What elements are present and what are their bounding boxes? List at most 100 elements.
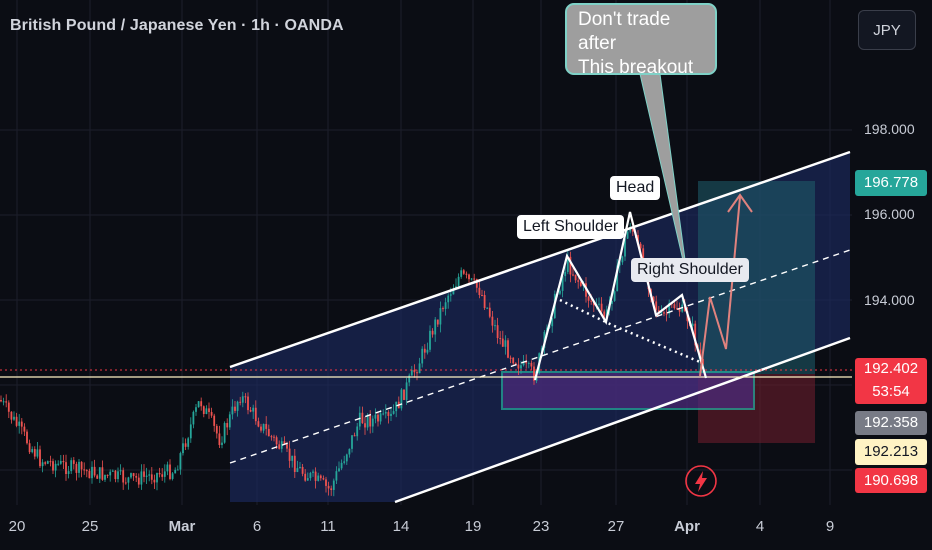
x-tick: 27: [607, 518, 625, 535]
head-label[interactable]: Head: [610, 176, 661, 200]
candle-body: [663, 312, 665, 314]
callout-line-1: Don't trade after: [578, 9, 671, 54]
candle-body: [431, 330, 434, 335]
x-tick: 6: [252, 518, 262, 535]
candle-body: [312, 471, 314, 473]
candle-body: [325, 479, 327, 486]
candle-body: [85, 470, 88, 472]
neckline: [559, 298, 701, 364]
candle-body: [598, 303, 600, 305]
channel-lower-line[interactable]: [394, 336, 851, 504]
candle-body: [137, 477, 140, 485]
candle-body: [699, 349, 702, 360]
candle-body: [57, 463, 60, 465]
candle-body: [52, 461, 54, 471]
x-tick: 20: [8, 518, 26, 535]
candle-body: [111, 470, 114, 472]
candle-body: [166, 464, 169, 472]
candle-body: [483, 295, 486, 309]
candle-body: [244, 396, 247, 398]
candle-body: [158, 473, 161, 475]
candle-body: [254, 407, 257, 422]
candle-body: [564, 271, 567, 277]
candle-body: [109, 471, 112, 476]
left-shoulder-label[interactable]: Left Shoulder: [517, 215, 625, 239]
x-tick: 11: [320, 518, 336, 535]
candle-body: [410, 369, 413, 376]
candle-body: [522, 360, 525, 366]
candle-body: [395, 401, 398, 412]
candle-body: [275, 437, 278, 445]
candle-body: [470, 278, 473, 280]
candle-body: [496, 325, 499, 339]
candle-body: [205, 408, 208, 415]
candle-body: [377, 414, 379, 422]
candle-body: [101, 467, 104, 480]
candle-body: [228, 414, 231, 428]
currency-button[interactable]: JPY: [858, 10, 916, 50]
candle-body: [54, 463, 57, 471]
candle-body: [387, 412, 390, 416]
candle-body: [616, 265, 619, 292]
x-tick: 14: [392, 518, 410, 535]
candle-body: [20, 421, 23, 427]
candle-body: [39, 449, 41, 467]
candle-body: [590, 300, 593, 302]
candle-body: [691, 323, 694, 327]
candle-body: [322, 478, 325, 480]
candle-body: [566, 256, 569, 272]
candle-body: [364, 423, 366, 428]
lightning-icon[interactable]: [685, 465, 717, 497]
countdown-badge: 53:54: [855, 380, 927, 404]
candle-body: [403, 389, 405, 400]
candle-body: [694, 323, 697, 346]
pattern-path[interactable]: [533, 211, 708, 381]
candle-body: [486, 307, 489, 309]
candle-body: [319, 475, 322, 479]
candle-body: [449, 294, 452, 296]
candle-body: [67, 471, 70, 474]
candle-body: [340, 462, 343, 469]
candle-body: [15, 416, 18, 426]
candle-body: [514, 363, 517, 365]
candle-body: [83, 469, 86, 471]
candle-body: [156, 473, 158, 483]
candle-body: [260, 426, 262, 431]
chart-title: British Pound / Japanese Yen · 1h · OAND…: [10, 17, 344, 34]
x-tick: Apr: [674, 518, 700, 535]
candle-body: [509, 357, 512, 359]
candle-body: [533, 366, 535, 381]
candle-body: [280, 441, 283, 449]
candle-body: [434, 319, 437, 335]
candle-body: [475, 279, 478, 288]
candle-body: [408, 375, 411, 383]
channel-upper-line[interactable]: [229, 150, 851, 369]
candle-body: [655, 301, 658, 311]
x-tick: 9: [825, 518, 835, 535]
candle-body: [579, 281, 582, 286]
candle-body: [520, 365, 522, 369]
candle-body: [46, 461, 49, 464]
candle-body: [257, 421, 260, 427]
candle-body: [429, 330, 431, 350]
candle-body: [106, 474, 109, 476]
candle-body: [405, 382, 408, 400]
candle-body: [98, 467, 101, 479]
candle-body: [517, 364, 520, 369]
candle-body: [41, 462, 44, 467]
candle-body: [49, 461, 52, 463]
candle-body: [247, 396, 249, 411]
x-tick: 25: [81, 518, 99, 535]
lightning-bolt: [695, 471, 707, 492]
candle-body: [384, 412, 387, 414]
candle-body: [421, 348, 424, 364]
candle-body: [353, 435, 356, 437]
candle-body: [447, 295, 450, 303]
candle-body: [187, 438, 190, 447]
callout-text[interactable]: Don't trade after This breakout: [566, 4, 716, 78]
right-shoulder-label[interactable]: Right Shoulder: [631, 258, 749, 282]
candle-body: [2, 401, 5, 403]
candle-body: [44, 462, 47, 464]
candle-body: [148, 474, 151, 476]
